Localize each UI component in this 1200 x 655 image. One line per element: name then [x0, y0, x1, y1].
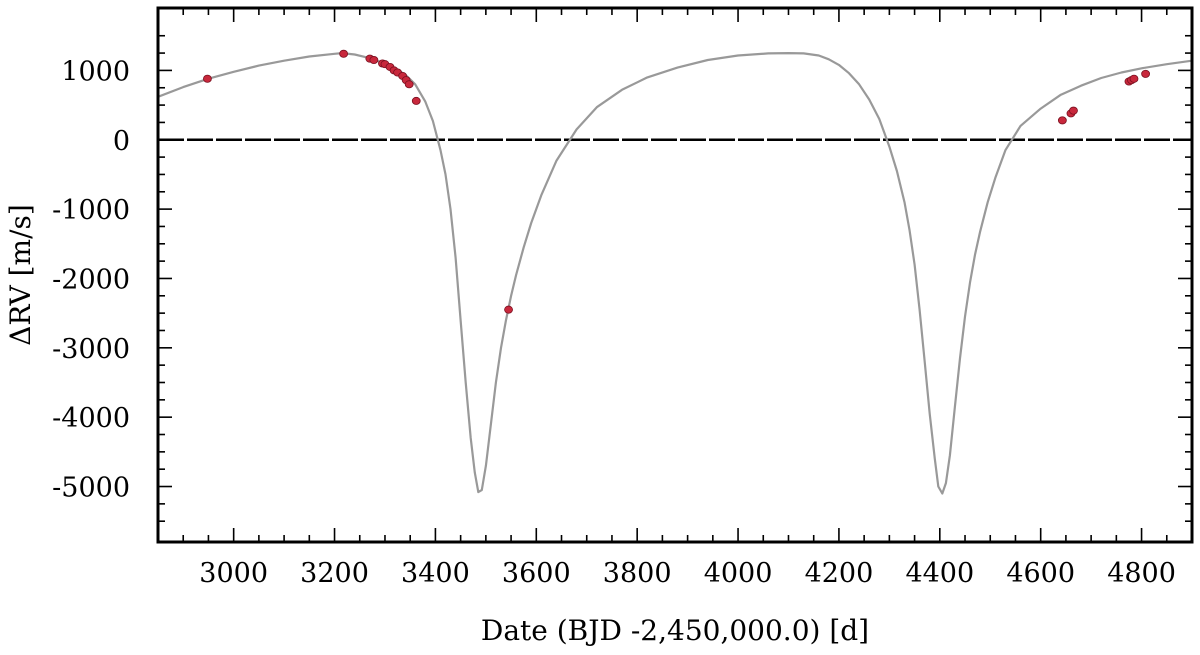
model-curve — [158, 52, 1192, 495]
y-tick-label: -1000 — [52, 195, 130, 226]
model-curve-layer — [158, 52, 1192, 495]
plot-area — [156, 6, 1194, 544]
x-tick-label: 4600 — [1006, 558, 1075, 589]
x-tick-label: 3000 — [199, 558, 268, 589]
x-tick-label: 4800 — [1107, 558, 1176, 589]
y-tick-label: 1000 — [61, 56, 130, 87]
observation-point — [1141, 69, 1150, 78]
observation-point — [404, 80, 414, 89]
observation-point — [411, 96, 421, 105]
y-tick-label: -4000 — [52, 403, 130, 434]
observation-points-layer — [203, 49, 1150, 314]
observation-point — [339, 49, 349, 58]
x-tick-label: 3800 — [603, 558, 672, 589]
y-axis-label: ΔRV [m/s] — [4, 204, 37, 346]
plot-frame — [156, 6, 1194, 544]
x-tick-label: 4400 — [905, 558, 974, 589]
observation-point — [369, 56, 379, 65]
x-axis-ticks: 3000 3200 3400 3600 3800 4000 4200 4400 4600 4800 — [157, 8, 1193, 589]
x-tick-label: 4000 — [704, 558, 773, 589]
x-axis-label: Date (BJD -2,450,000.0) [d] — [481, 614, 869, 647]
observation-point — [504, 305, 513, 314]
x-tick-label: 4200 — [805, 558, 874, 589]
y-tick-label: -5000 — [52, 473, 130, 504]
y-tick-label: 0 — [113, 126, 130, 157]
observation-point — [203, 74, 212, 83]
observation-point — [1069, 106, 1078, 115]
x-tick-label: 3600 — [502, 558, 571, 589]
x-tick-label: 3200 — [300, 558, 369, 589]
y-tick-label: -2000 — [52, 264, 130, 295]
observation-point — [1129, 74, 1139, 83]
x-tick-label: 3400 — [401, 558, 470, 589]
y-tick-label: -3000 — [52, 334, 130, 365]
observation-point — [1057, 116, 1067, 125]
y-axis-ticks: 1000 0 -1000 -2000 -3000 -4000 -5000 — [52, 34, 1192, 522]
